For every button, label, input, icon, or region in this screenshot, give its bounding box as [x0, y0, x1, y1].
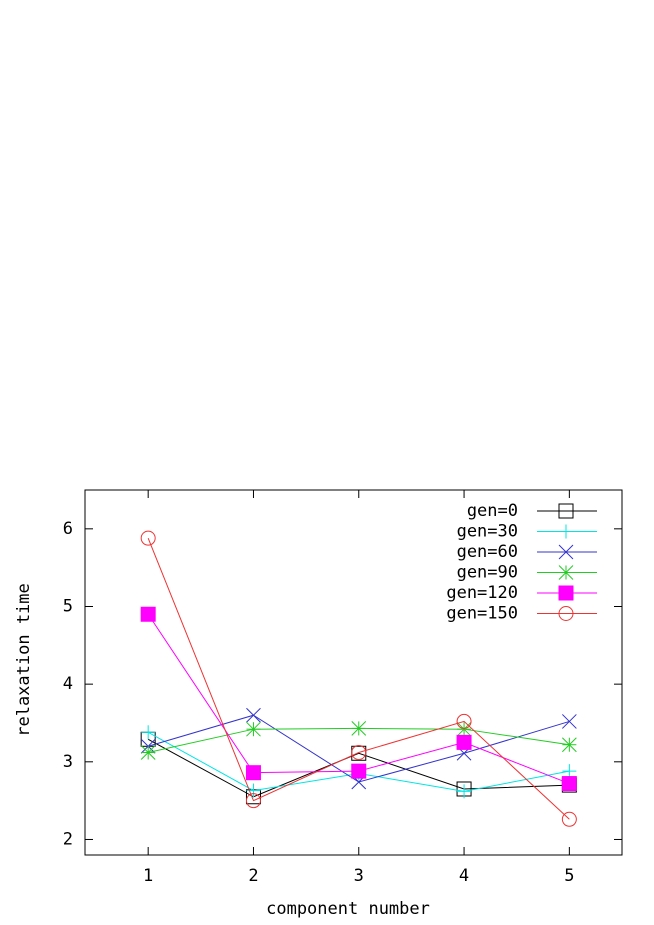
- data-point-shape: [351, 744, 367, 760]
- legend-label: gen=90: [457, 563, 518, 583]
- legend-marker-stroke: [558, 544, 574, 560]
- data-point: [456, 721, 472, 737]
- data-point: [457, 784, 472, 799]
- legend-marker-shape: [558, 585, 574, 601]
- y-tick-label: 4: [63, 674, 73, 694]
- legend-marker-shape: [558, 503, 574, 519]
- legend-marker: [558, 503, 574, 519]
- data-point: [245, 765, 261, 781]
- data-point: [561, 737, 577, 753]
- legend-marker-stroke: [558, 565, 574, 580]
- data-point: [141, 725, 156, 740]
- series-line: [147, 738, 570, 798]
- legend-marker-shape: [558, 606, 574, 621]
- data-point: [562, 764, 577, 779]
- data-point: [561, 811, 577, 827]
- data-point-shape: [456, 713, 472, 729]
- legend-label: gen=0: [467, 501, 518, 521]
- x-axis-label: component number: [266, 899, 430, 919]
- data-point-stroke: [246, 721, 261, 737]
- data-point-stroke: [561, 714, 577, 729]
- data-point-shape: [245, 765, 261, 781]
- data-point: [561, 776, 577, 792]
- data-point: [351, 763, 367, 779]
- data-point: [246, 783, 261, 798]
- series-line: [147, 537, 570, 820]
- data-point: [245, 793, 261, 809]
- data-point: [456, 734, 472, 750]
- data-point-stroke: [561, 737, 577, 753]
- x-tick-label: 2: [248, 866, 258, 886]
- data-point-shape: [140, 530, 156, 546]
- data-point: [561, 714, 577, 729]
- data-point-stroke: [140, 745, 156, 760]
- data-point-shape: [245, 793, 261, 809]
- y-tick-label: 6: [63, 519, 73, 539]
- data-point: [351, 744, 367, 760]
- data-point: [351, 721, 367, 736]
- y-axis-label: relaxation time: [14, 583, 34, 737]
- data-point: [140, 606, 156, 622]
- plot-frame: [84, 489, 623, 856]
- x-tick-label: 3: [354, 866, 364, 886]
- legend-label: gen=120: [446, 583, 518, 603]
- data-point-stroke: [351, 721, 367, 736]
- legend-marker: [558, 585, 574, 601]
- y-tick-label: 2: [63, 829, 73, 849]
- legend-label: gen=30: [457, 522, 518, 542]
- data-point-shape: [140, 606, 156, 622]
- legend-marker: [559, 524, 573, 539]
- data-point-shape: [561, 811, 577, 827]
- y-tick-label: 5: [63, 596, 73, 616]
- data-point: [140, 530, 156, 546]
- data-point-shape: [456, 734, 472, 750]
- data-point-shape: [561, 776, 577, 792]
- legend-marker: [558, 606, 574, 621]
- x-tick-label: 5: [564, 866, 574, 886]
- legend-label: gen=60: [457, 542, 518, 562]
- data-point-stroke: [246, 707, 261, 723]
- series-line: [147, 613, 570, 785]
- y-tick-label: 3: [63, 752, 73, 772]
- data-point-shape: [351, 763, 367, 779]
- x-tick-label: 1: [143, 866, 153, 886]
- legend-marker: [558, 565, 574, 580]
- data-point: [140, 745, 156, 760]
- legend-label: gen=150: [446, 604, 518, 624]
- data-point: [246, 707, 261, 723]
- legend-marker: [558, 544, 574, 560]
- data-point: [456, 713, 472, 729]
- data-point: [246, 721, 261, 737]
- data-point-stroke: [456, 721, 472, 737]
- x-tick-label: 4: [459, 866, 469, 886]
